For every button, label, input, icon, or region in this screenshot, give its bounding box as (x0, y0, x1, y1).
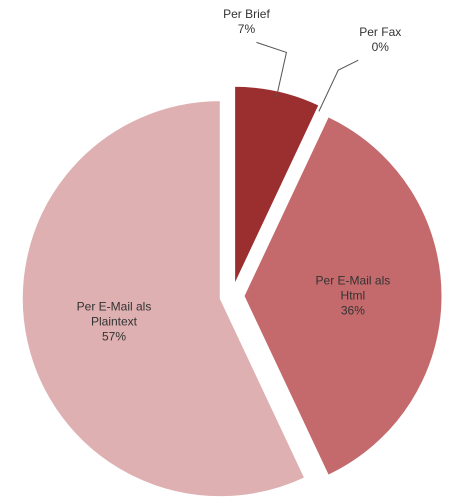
slice-label: Per Brief 7% (191, 7, 301, 37)
leader-line (256, 41, 288, 97)
leader-line (318, 59, 359, 112)
value-label: 7% (237, 22, 256, 37)
pie-slice (243, 116, 443, 476)
category-label: Per Fax (359, 25, 402, 40)
value-label: 0% (371, 40, 389, 55)
slice-label: Per E-Mail als Html 36% (305, 274, 400, 319)
category-label: Per E-Mail als Plaintext (76, 299, 152, 329)
value-label: 36% (340, 303, 365, 318)
slice-label: Per Fax 0% (325, 25, 435, 55)
category-label: Per E-Mail als Html (315, 273, 391, 303)
value-label: 57% (101, 329, 127, 344)
slice-label: Per E-Mail als Plaintext 57% (67, 300, 162, 345)
pie-slice (21, 100, 306, 498)
category-label: Per Brief (223, 7, 270, 22)
